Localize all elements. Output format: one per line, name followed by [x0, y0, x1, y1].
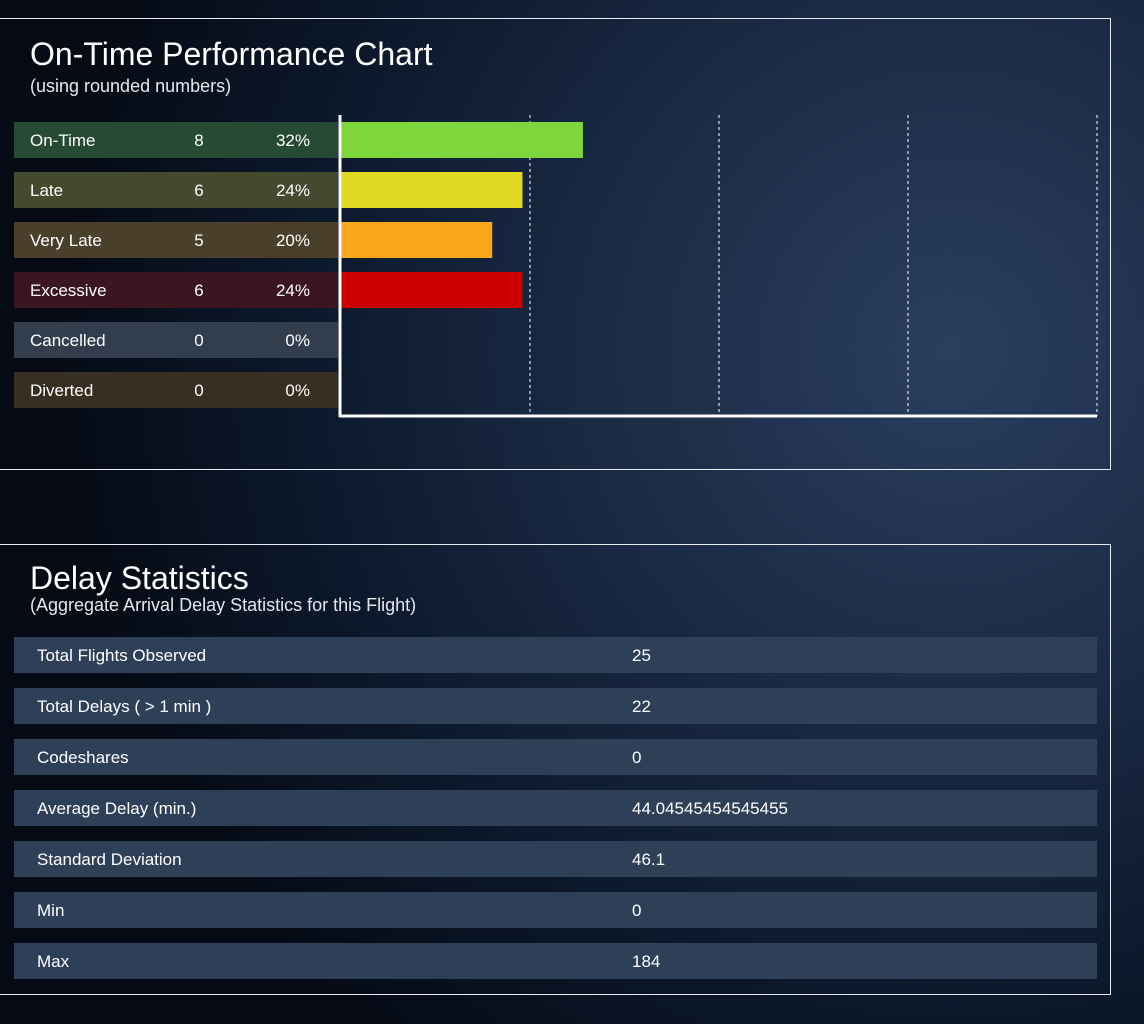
legend-row: Very Late 5 20% — [14, 222, 338, 258]
percent-value: 20% — [275, 231, 310, 250]
stat-label: Min — [37, 901, 65, 920]
performance-bar-chart — [338, 115, 1098, 418]
delay-statistics-panel — [0, 544, 1111, 995]
category-label: On-Time — [30, 131, 96, 150]
stat-label: Codeshares — [37, 748, 129, 767]
stats-title: Delay Statistics — [30, 560, 249, 596]
stat-row: Standard Deviation 46.1 — [14, 841, 1097, 877]
on-time-performance-panel — [0, 18, 1111, 470]
stat-label: Max — [37, 952, 70, 971]
count-value: 8 — [194, 131, 204, 150]
stat-label: Average Delay (min.) — [37, 799, 197, 818]
category-label: Late — [30, 181, 64, 200]
category-label: Diverted — [30, 381, 94, 400]
legend-row: Excessive 6 24% — [14, 272, 338, 308]
chart-title: On-Time Performance Chart — [30, 36, 433, 72]
percent-value: 0% — [285, 331, 310, 350]
bar-late — [341, 172, 523, 208]
stat-value: 46.1 — [632, 850, 666, 869]
stat-label: Total Flights Observed — [37, 646, 207, 665]
stat-value: 22 — [632, 697, 651, 716]
stat-row: Codeshares 0 — [14, 739, 1097, 775]
legend-row: Cancelled 0 0% — [14, 322, 338, 358]
category-label: Cancelled — [30, 331, 106, 350]
percent-value: 24% — [275, 281, 310, 300]
percent-value: 0% — [285, 381, 310, 400]
bar-very-late — [341, 222, 493, 258]
count-value: 6 — [194, 281, 204, 300]
stat-value: 44.04545454545455 — [632, 799, 788, 818]
count-value: 6 — [194, 181, 204, 200]
stat-row: Total Delays ( > 1 min ) 22 — [14, 688, 1097, 724]
stat-row: Total Flights Observed 25 — [14, 637, 1097, 673]
stat-row: Min 0 — [14, 892, 1097, 928]
stat-value: 0 — [632, 901, 642, 920]
count-value: 0 — [194, 381, 204, 400]
legend-row: Diverted 0 0% — [14, 372, 338, 408]
stat-label: Total Delays ( > 1 min ) — [37, 697, 212, 716]
count-value: 5 — [194, 231, 204, 250]
percent-value: 24% — [275, 181, 310, 200]
stat-row: Average Delay (min.) 44.04545454545455 — [14, 790, 1097, 826]
stat-label: Standard Deviation — [37, 850, 182, 869]
category-label: Very Late — [30, 231, 102, 250]
category-label: Excessive — [30, 281, 107, 300]
stat-row: Max 184 — [14, 943, 1097, 979]
legend-row: On-Time 8 32% — [14, 122, 338, 158]
stat-value: 25 — [632, 646, 651, 665]
percent-value: 32% — [275, 131, 310, 150]
bar-excessive — [341, 272, 523, 308]
bar-on-time — [341, 122, 583, 158]
count-value: 0 — [194, 331, 204, 350]
stats-subtitle: (Aggregate Arrival Delay Statistics for … — [30, 595, 417, 615]
chart-subtitle: (using rounded numbers) — [30, 76, 232, 96]
stat-value: 184 — [632, 952, 661, 971]
legend-row: Late 6 24% — [14, 172, 338, 208]
stat-value: 0 — [632, 748, 642, 767]
